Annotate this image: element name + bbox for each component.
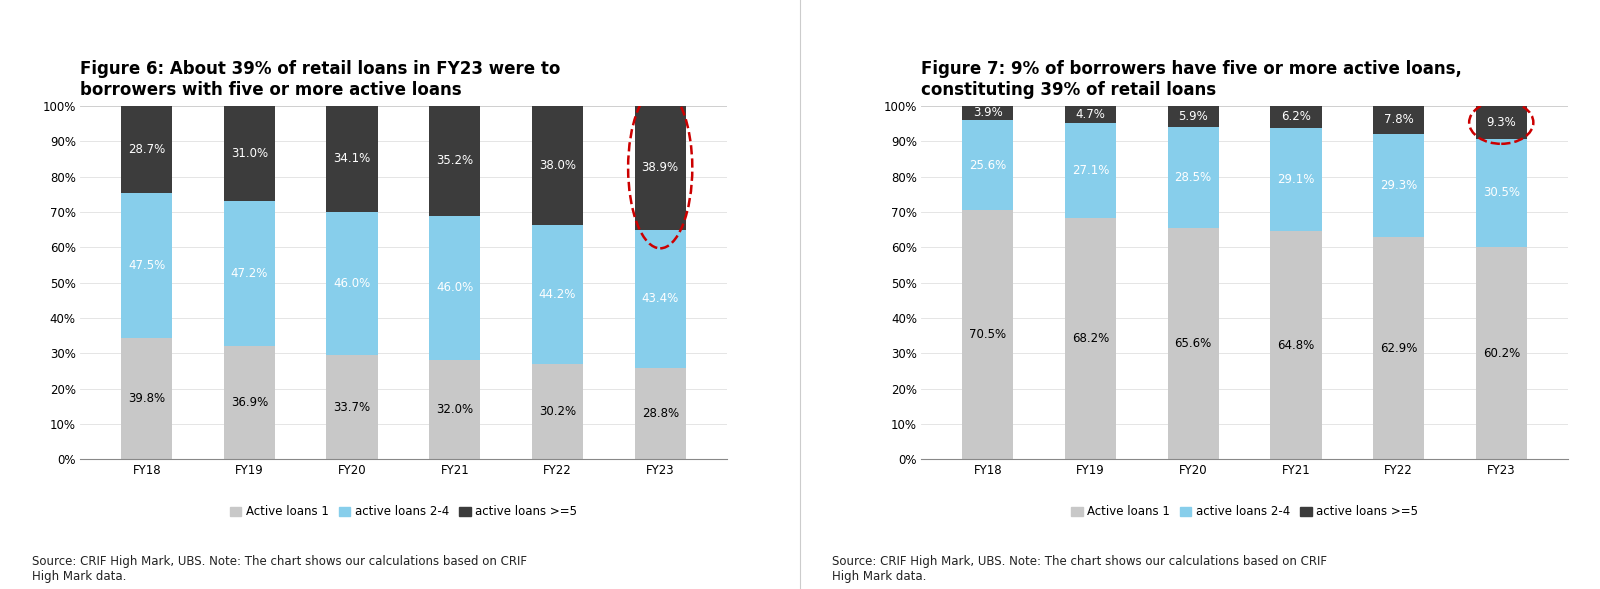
Text: 27.1%: 27.1% (1072, 164, 1109, 177)
Bar (531, 106, 582, 226)
Bar (429, 216, 480, 359)
Text: Figure 6: About 39% of retail loans in FY23 were to
borrowers with five or more : Figure 6: About 39% of retail loans in F… (80, 60, 560, 99)
Bar (1475, 247, 1526, 459)
Text: 39.8%: 39.8% (128, 392, 165, 405)
Text: 4.7%: 4.7% (1075, 108, 1106, 121)
Text: 65.6%: 65.6% (1174, 337, 1211, 350)
Bar (326, 212, 378, 355)
Bar (224, 346, 275, 459)
Text: 46.0%: 46.0% (437, 281, 474, 294)
Bar (531, 226, 582, 365)
Bar (531, 365, 582, 459)
Bar (1475, 106, 1526, 139)
Text: 43.4%: 43.4% (642, 292, 678, 305)
Text: 35.2%: 35.2% (437, 154, 474, 167)
Text: 44.2%: 44.2% (539, 289, 576, 302)
Text: 9.3%: 9.3% (1486, 116, 1517, 129)
Bar (962, 210, 1013, 459)
Bar (635, 230, 686, 368)
Text: 3.9%: 3.9% (973, 107, 1003, 120)
Text: 6.2%: 6.2% (1282, 111, 1310, 124)
Text: 34.1%: 34.1% (333, 153, 371, 166)
Legend: Active loans 1, active loans 2-4, active loans >=5: Active loans 1, active loans 2-4, active… (226, 501, 582, 523)
Text: 64.8%: 64.8% (1277, 339, 1315, 352)
Text: Figure 7: 9% of borrowers have five or more active loans,
constituting 39% of re: Figure 7: 9% of borrowers have five or m… (922, 60, 1462, 99)
Bar (326, 106, 378, 212)
Text: 30.5%: 30.5% (1483, 186, 1520, 199)
Bar (1373, 106, 1424, 134)
Bar (1168, 106, 1219, 127)
Text: 32.0%: 32.0% (437, 403, 474, 416)
Text: 29.3%: 29.3% (1379, 179, 1418, 192)
Text: 36.9%: 36.9% (230, 396, 269, 409)
Bar (1066, 123, 1117, 219)
Bar (1168, 127, 1219, 227)
Legend: Active loans 1, active loans 2-4, active loans >=5: Active loans 1, active loans 2-4, active… (1066, 501, 1422, 523)
Bar (635, 106, 686, 230)
Bar (1270, 106, 1322, 128)
Text: 28.5%: 28.5% (1174, 171, 1211, 184)
Text: Source: CRIF High Mark, UBS. Note: The chart shows our calculations based on CRI: Source: CRIF High Mark, UBS. Note: The c… (832, 555, 1326, 583)
Text: 25.6%: 25.6% (970, 158, 1006, 171)
Bar (122, 193, 173, 338)
Text: 33.7%: 33.7% (333, 401, 371, 413)
Text: 5.9%: 5.9% (1178, 110, 1208, 123)
Text: 47.5%: 47.5% (128, 259, 165, 272)
Text: 68.2%: 68.2% (1072, 332, 1109, 345)
Text: 7.8%: 7.8% (1384, 113, 1413, 126)
Text: 60.2%: 60.2% (1483, 346, 1520, 359)
Text: 70.5%: 70.5% (970, 328, 1006, 342)
Bar (122, 106, 173, 193)
Bar (1373, 237, 1424, 459)
Bar (962, 120, 1013, 210)
Text: 38.0%: 38.0% (539, 159, 576, 172)
Bar (1270, 128, 1322, 231)
Bar (1475, 139, 1526, 247)
Bar (224, 106, 275, 201)
Text: 31.0%: 31.0% (230, 147, 269, 160)
Bar (1168, 227, 1219, 459)
Text: 38.9%: 38.9% (642, 161, 678, 174)
Text: 46.0%: 46.0% (333, 277, 371, 290)
Text: 30.2%: 30.2% (539, 405, 576, 418)
Text: 28.8%: 28.8% (642, 407, 678, 420)
Bar (1066, 219, 1117, 459)
Text: Source: CRIF High Mark, UBS. Note: The chart shows our calculations based on CRI: Source: CRIF High Mark, UBS. Note: The c… (32, 555, 526, 583)
Text: 29.1%: 29.1% (1277, 173, 1315, 186)
Bar (429, 106, 480, 216)
Bar (962, 106, 1013, 120)
Bar (122, 338, 173, 459)
Text: 62.9%: 62.9% (1379, 342, 1418, 355)
Text: 28.7%: 28.7% (128, 143, 165, 156)
Bar (224, 201, 275, 346)
Bar (635, 368, 686, 459)
Bar (1270, 231, 1322, 459)
Bar (326, 355, 378, 459)
Bar (1066, 106, 1117, 123)
Text: 47.2%: 47.2% (230, 267, 269, 280)
Bar (1373, 134, 1424, 237)
Bar (429, 359, 480, 459)
